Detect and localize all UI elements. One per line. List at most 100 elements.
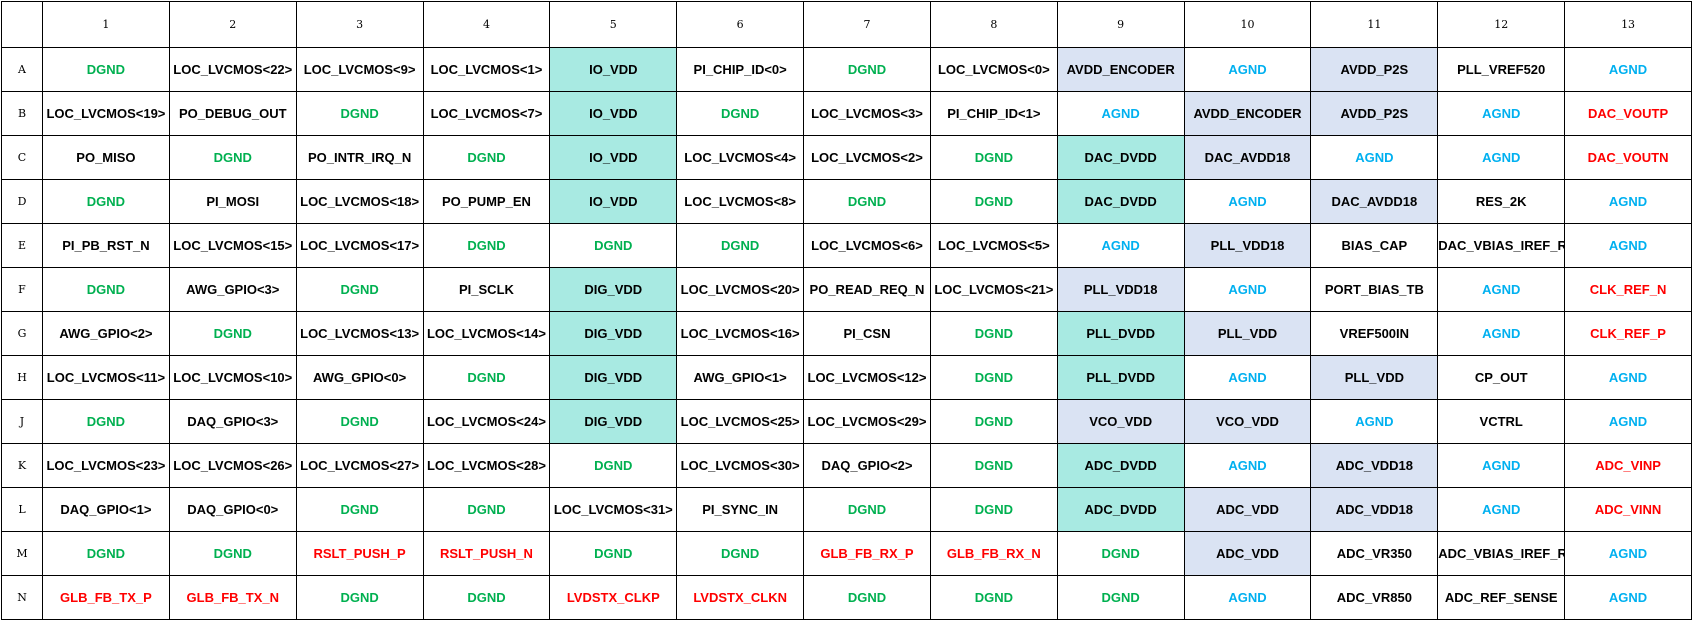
pin-cell[interactable]: ADC_VDD18: [1310, 487, 1439, 532]
pin-cell[interactable]: AGND: [1056, 223, 1185, 268]
pin-cell[interactable]: DGND: [929, 311, 1058, 356]
pin-cell[interactable]: DGND: [295, 267, 424, 312]
pin-cell[interactable]: VCTRL: [1437, 399, 1566, 444]
pin-cell[interactable]: AGND: [1056, 91, 1185, 136]
pin-cell[interactable]: DAQ_GPIO<1>: [42, 487, 170, 532]
pin-cell[interactable]: LOC_LVCMOS<20>: [676, 267, 805, 312]
pin-cell[interactable]: PI_MOSI: [168, 179, 297, 224]
pin-cell[interactable]: AGND: [1564, 179, 1692, 224]
pin-cell[interactable]: GLB_FB_RX_N: [929, 531, 1058, 576]
pin-cell[interactable]: PO_PUMP_EN: [422, 179, 551, 224]
pin-cell[interactable]: DAQ_GPIO<2>: [803, 443, 931, 488]
pin-cell[interactable]: PLL_DVDD: [1056, 355, 1185, 400]
pin-cell[interactable]: ADC_VINN: [1564, 487, 1692, 532]
pin-cell[interactable]: AGND: [1183, 267, 1312, 312]
pin-cell[interactable]: LOC_LVCMOS<26>: [168, 443, 297, 488]
pin-cell[interactable]: DAC_AVDD18: [1183, 135, 1312, 180]
pin-cell[interactable]: DGND: [676, 531, 805, 576]
pin-cell[interactable]: VCO_VDD: [1056, 399, 1185, 444]
pin-cell[interactable]: GLB_FB_TX_P: [42, 575, 170, 620]
pin-cell[interactable]: LOC_LVCMOS<23>: [42, 443, 170, 488]
pin-cell[interactable]: ADC_DVDD: [1056, 443, 1185, 488]
pin-cell[interactable]: DGND: [929, 575, 1058, 620]
pin-cell[interactable]: LOC_LVCMOS<17>: [295, 223, 424, 268]
pin-cell[interactable]: PI_PB_RST_N: [42, 223, 170, 268]
pin-cell[interactable]: DIG_VDD: [549, 267, 678, 312]
pin-cell[interactable]: DGND: [803, 179, 931, 224]
pin-cell[interactable]: DGND: [42, 267, 170, 312]
pin-cell[interactable]: DGND: [42, 179, 170, 224]
pin-cell[interactable]: DGND: [422, 355, 551, 400]
pin-cell[interactable]: AGND: [1437, 135, 1566, 180]
pin-cell[interactable]: PO_INTR_IRQ_N: [295, 135, 424, 180]
pin-cell[interactable]: GLB_FB_TX_N: [168, 575, 297, 620]
pin-cell[interactable]: AGND: [1183, 575, 1312, 620]
pin-cell[interactable]: LOC_LVCMOS<14>: [422, 311, 551, 356]
pin-cell[interactable]: DGND: [929, 135, 1058, 180]
pin-cell[interactable]: LOC_LVCMOS<13>: [295, 311, 424, 356]
pin-cell[interactable]: PLL_VDD: [1183, 311, 1312, 356]
pin-cell[interactable]: DIG_VDD: [549, 399, 678, 444]
pin-cell[interactable]: LOC_LVCMOS<24>: [422, 399, 551, 444]
pin-cell[interactable]: DGND: [676, 91, 805, 136]
pin-cell[interactable]: LOC_LVCMOS<27>: [295, 443, 424, 488]
pin-cell[interactable]: PI_SYNC_IN: [676, 487, 805, 532]
pin-cell[interactable]: DGND: [295, 487, 424, 532]
pin-cell[interactable]: AGND: [1564, 399, 1692, 444]
pin-cell[interactable]: PO_MISO: [42, 135, 170, 180]
pin-cell[interactable]: ADC_VR350: [1310, 531, 1439, 576]
pin-cell[interactable]: AWG_GPIO<0>: [295, 355, 424, 400]
pin-cell[interactable]: AGND: [1437, 91, 1566, 136]
pin-cell[interactable]: AVDD_ENCODER: [1056, 47, 1185, 92]
pin-cell[interactable]: DGND: [295, 399, 424, 444]
pin-cell[interactable]: DGND: [422, 575, 551, 620]
pin-cell[interactable]: AGND: [1564, 575, 1692, 620]
pin-cell[interactable]: AGND: [1183, 179, 1312, 224]
pin-cell[interactable]: LOC_LVCMOS<4>: [676, 135, 805, 180]
pin-cell[interactable]: DAC_VOUTN: [1564, 135, 1692, 180]
pin-cell[interactable]: CLK_REF_N: [1564, 267, 1692, 312]
pin-cell[interactable]: DGND: [549, 223, 678, 268]
pin-cell[interactable]: DGND: [929, 443, 1058, 488]
pin-cell[interactable]: DGND: [295, 91, 424, 136]
pin-cell[interactable]: AWG_GPIO<2>: [42, 311, 170, 356]
pin-cell[interactable]: LOC_LVCMOS<1>: [422, 47, 551, 92]
pin-cell[interactable]: LOC_LVCMOS<2>: [803, 135, 931, 180]
pin-cell[interactable]: DGND: [549, 443, 678, 488]
pin-cell[interactable]: LOC_LVCMOS<19>: [42, 91, 170, 136]
pin-cell[interactable]: LOC_LVCMOS<0>: [929, 47, 1058, 92]
pin-cell[interactable]: AGND: [1564, 355, 1692, 400]
pin-cell[interactable]: DAC_VOUTP: [1564, 91, 1692, 136]
pin-cell[interactable]: LOC_LVCMOS<6>: [803, 223, 931, 268]
pin-cell[interactable]: PO_READ_REQ_N: [803, 267, 931, 312]
pin-cell[interactable]: VCO_VDD: [1183, 399, 1312, 444]
pin-cell[interactable]: AVDD_ENCODER: [1183, 91, 1312, 136]
pin-cell[interactable]: DGND: [676, 223, 805, 268]
pin-cell[interactable]: DGND: [295, 575, 424, 620]
pin-cell[interactable]: LOC_LVCMOS<22>: [168, 47, 297, 92]
pin-cell[interactable]: ADC_VDD18: [1310, 443, 1439, 488]
pin-cell[interactable]: DAC_DVDD: [1056, 135, 1185, 180]
pin-cell[interactable]: DAC_AVDD18: [1310, 179, 1439, 224]
pin-cell[interactable]: LOC_LVCMOS<30>: [676, 443, 805, 488]
pin-cell[interactable]: GLB_FB_RX_P: [803, 531, 931, 576]
pin-cell[interactable]: LOC_LVCMOS<12>: [803, 355, 931, 400]
pin-cell[interactable]: AGND: [1310, 399, 1439, 444]
pin-cell[interactable]: AGND: [1183, 47, 1312, 92]
pin-cell[interactable]: AWG_GPIO<3>: [168, 267, 297, 312]
pin-cell[interactable]: CP_OUT: [1437, 355, 1566, 400]
pin-cell[interactable]: DGND: [422, 135, 551, 180]
pin-cell[interactable]: RSLT_PUSH_N: [422, 531, 551, 576]
pin-cell[interactable]: AVDD_P2S: [1310, 47, 1439, 92]
pin-cell[interactable]: PLL_VDD18: [1056, 267, 1185, 312]
pin-cell[interactable]: PI_CHIP_ID<0>: [676, 47, 805, 92]
pin-cell[interactable]: DGND: [803, 487, 931, 532]
pin-cell[interactable]: AGND: [1183, 443, 1312, 488]
pin-cell[interactable]: ADC_REF_SENSE: [1437, 575, 1566, 620]
pin-cell[interactable]: DIG_VDD: [549, 355, 678, 400]
pin-cell[interactable]: LOC_LVCMOS<25>: [676, 399, 805, 444]
pin-cell[interactable]: AGND: [1437, 267, 1566, 312]
pin-cell[interactable]: AWG_GPIO<1>: [676, 355, 805, 400]
pin-cell[interactable]: ADC_DVDD: [1056, 487, 1185, 532]
pin-cell[interactable]: PI_SCLK: [422, 267, 551, 312]
